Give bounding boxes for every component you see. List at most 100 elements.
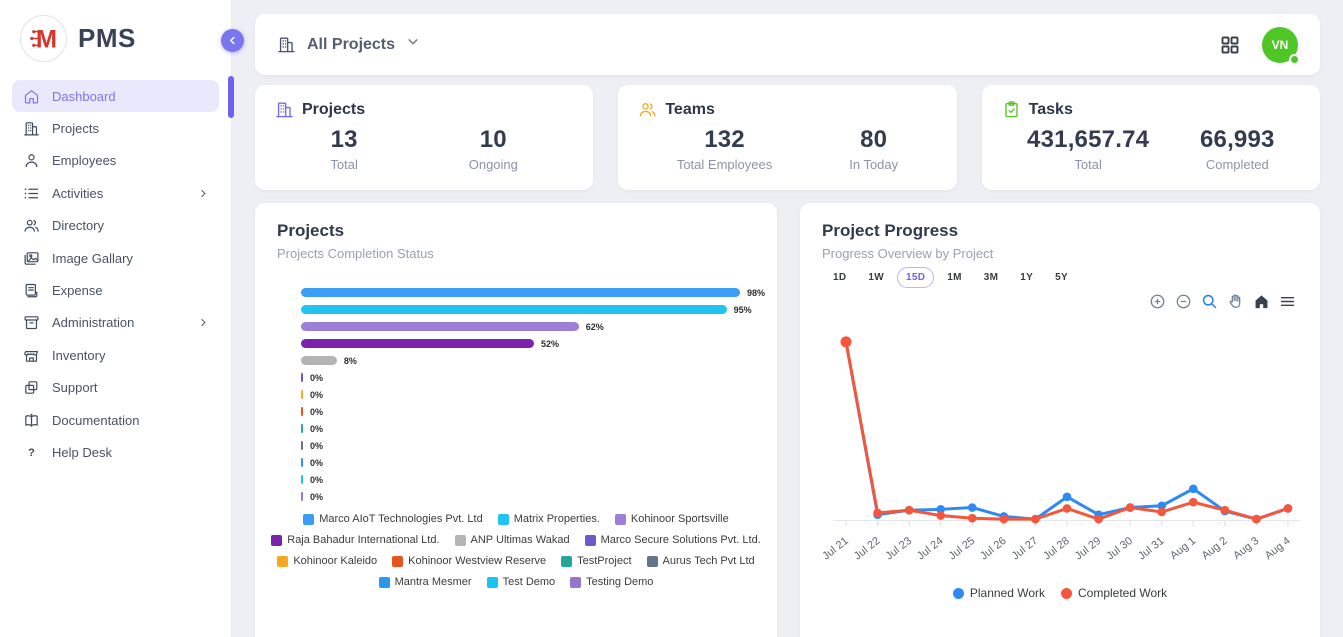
bar: [301, 305, 727, 314]
stat-metric-in-today: 80 In Today: [849, 126, 898, 172]
stat-card-projects: Projects 13 Total 10 Ongoing: [255, 85, 594, 190]
sidebar-item-help-desk[interactable]: ? Help Desk: [12, 436, 219, 468]
range-button-3m[interactable]: 3M: [983, 272, 999, 283]
legend-label: Testing Demo: [586, 576, 654, 588]
metric-label: Total: [1074, 157, 1102, 172]
sidebar-item-expense[interactable]: Expense: [12, 274, 219, 306]
legend-item-completed-work[interactable]: Completed Work: [1061, 586, 1167, 600]
menu-icon[interactable]: [1279, 293, 1296, 310]
bar-row-anp-ultimas-wakad: 8%: [301, 352, 771, 369]
range-button-1m[interactable]: 1M: [947, 272, 962, 283]
legend-item-kohinoor-sportsville[interactable]: Kohinoor Sportsville: [614, 513, 729, 525]
projects-chart-subtitle: Projects Completion Status: [277, 246, 434, 261]
legend-item-anp-ultimas-wakad[interactable]: ANP Ultimas Wakad: [454, 534, 570, 546]
store-icon: [22, 346, 40, 364]
svg-text:Jul 31: Jul 31: [1136, 535, 1167, 563]
bar-row-kohinoor-sportsville: 62%: [301, 318, 771, 335]
zoom-out-icon[interactable]: [1175, 293, 1192, 310]
sidebar-item-dashboard[interactable]: Dashboard: [12, 80, 219, 113]
legend-item-mantra-mesmer[interactable]: Mantra Mesmer: [378, 576, 472, 588]
sidebar-item-support[interactable]: Support: [12, 372, 219, 404]
line-chart-svg[interactable]: Jul 21 Jul 22 Jul 23 Jul 24 Jul 25 Jul 26 Jul …: [808, 315, 1312, 587]
svg-text:?: ?: [28, 447, 35, 459]
help-icon: ?: [22, 443, 40, 461]
range-button-1y[interactable]: 1Y: [1020, 272, 1034, 283]
sidebar-item-inventory[interactable]: Inventory: [12, 339, 219, 371]
legend-item-testing-demo[interactable]: Testing Demo: [570, 576, 653, 588]
legend-item-test-demo[interactable]: Test Demo: [486, 576, 555, 588]
stats-row: Projects 13 Total 10 Ongoing Teams 132 T…: [255, 85, 1320, 190]
legend-item-marco-secure-solutions-pvt-ltd[interactable]: Marco Secure Solutions Pvt. Ltd.: [584, 534, 761, 546]
legend-item-testproject[interactable]: TestProject: [561, 555, 632, 567]
sidebar: M PMS Dashboard Projects Employees Activiti…: [0, 0, 232, 637]
sidebar-item-label: Documentation: [52, 412, 140, 428]
home-icon: [22, 87, 40, 105]
bar: [301, 373, 303, 382]
range-button-15d[interactable]: 15D: [897, 267, 935, 288]
sidebar-item-label: Projects: [52, 121, 99, 137]
bar-row-testproject: 0%: [301, 420, 771, 437]
sidebar-item-label: Employees: [52, 153, 117, 169]
book-icon: [22, 411, 40, 429]
legend-label: Matrix Properties.: [513, 513, 600, 525]
bar-value-label: 8%: [343, 355, 357, 366]
project-scope-selector[interactable]: All Projects: [277, 35, 420, 54]
svg-text:Aug 2: Aug 2: [1200, 535, 1230, 562]
legend-swatch: [570, 576, 582, 588]
svg-text:Jul 23: Jul 23: [883, 535, 914, 563]
range-button-1d[interactable]: 1D: [833, 272, 847, 283]
home-icon[interactable]: [1253, 293, 1270, 310]
active-item-indicator: [228, 76, 234, 118]
legend-item-marco-aiot-technologies-pvt-ltd[interactable]: Marco AIoT Technologies Pvt. Ltd: [303, 513, 483, 525]
sidebar-item-projects[interactable]: Projects: [12, 112, 219, 144]
metric-label: Total Employees: [676, 157, 773, 172]
svg-text:Jul 28: Jul 28: [1041, 535, 1072, 563]
sidebar-item-activities[interactable]: Activities: [12, 177, 219, 209]
app-title: PMS: [78, 23, 136, 53]
legend-item-kohinoor-kaleido[interactable]: Kohinoor Kaleido: [277, 555, 377, 567]
app-logo: M PMS: [0, 0, 231, 74]
bar-row-matrix-properties: 95%: [301, 301, 771, 318]
range-button-1w[interactable]: 1W: [868, 272, 884, 283]
svg-text:Jul 21: Jul 21: [820, 535, 851, 563]
projects-bar-chart: 98% 95% 62% 52% 8% 0% 0% 0% 0% 0% 0% 0% 0%: [301, 284, 771, 505]
svg-text:Jul 24: Jul 24: [915, 535, 946, 563]
sidebar-item-label: Inventory: [52, 347, 106, 363]
legend-item-aurus-tech-pvt-ltd[interactable]: Aurus Tech Pvt Ltd: [646, 555, 755, 567]
legend-label: Marco AIoT Technologies Pvt. Ltd: [319, 513, 483, 525]
bar-value-label: 0%: [310, 440, 324, 451]
legend-item-matrix-properties[interactable]: Matrix Properties.: [497, 513, 600, 525]
legend-item-kohinoor-westview-reserve[interactable]: Kohinoor Westview Reserve: [392, 555, 546, 567]
logo-mark-icon: M: [20, 15, 67, 62]
sidebar-item-administration[interactable]: Administration: [12, 307, 219, 339]
stat-card-teams: Teams 132 Total Employees 80 In Today: [618, 85, 957, 190]
chevron-right-icon: [198, 188, 209, 199]
bar: [301, 322, 579, 331]
bar-value-label: 0%: [310, 372, 324, 383]
legend-label: Planned Work: [969, 586, 1045, 600]
bar-row-kohinoor-westview-reserve: 0%: [301, 403, 771, 420]
sidebar-item-employees[interactable]: Employees: [12, 145, 219, 177]
zoom-in-icon[interactable]: [1149, 293, 1166, 310]
sidebar-item-directory[interactable]: Directory: [12, 210, 219, 242]
bar-row-kohinoor-kaleido: 0%: [301, 386, 771, 403]
metric-label: Total: [330, 157, 358, 172]
apps-grid-icon[interactable]: [1220, 35, 1240, 55]
range-button-5y[interactable]: 5Y: [1055, 272, 1068, 283]
bar-value-label: 0%: [310, 406, 324, 417]
user-avatar[interactable]: VN: [1262, 26, 1300, 65]
legend-item-planned-work[interactable]: Planned Work: [952, 586, 1045, 600]
zoom-area-icon[interactable]: [1201, 293, 1218, 310]
sidebar-item-documentation[interactable]: Documentation: [12, 404, 219, 436]
legend-item-raja-bahadur-international-ltd[interactable]: Raja Bahadur International Ltd.: [271, 534, 440, 546]
building-icon: [277, 35, 296, 54]
avatar-initials: VN: [1271, 37, 1289, 52]
svg-text:Jul 22: Jul 22: [852, 535, 883, 563]
bar-row-testing-demo: 0%: [301, 488, 771, 505]
pan-icon[interactable]: [1227, 293, 1244, 310]
legend-swatch: [303, 513, 315, 525]
legend-label: Completed Work: [1078, 586, 1168, 600]
sidebar-item-image-gallary[interactable]: Image Gallary: [12, 242, 219, 274]
sidebar-collapse-button[interactable]: [221, 29, 244, 52]
bar-row-aurus-tech-pvt-ltd: 0%: [301, 437, 771, 454]
